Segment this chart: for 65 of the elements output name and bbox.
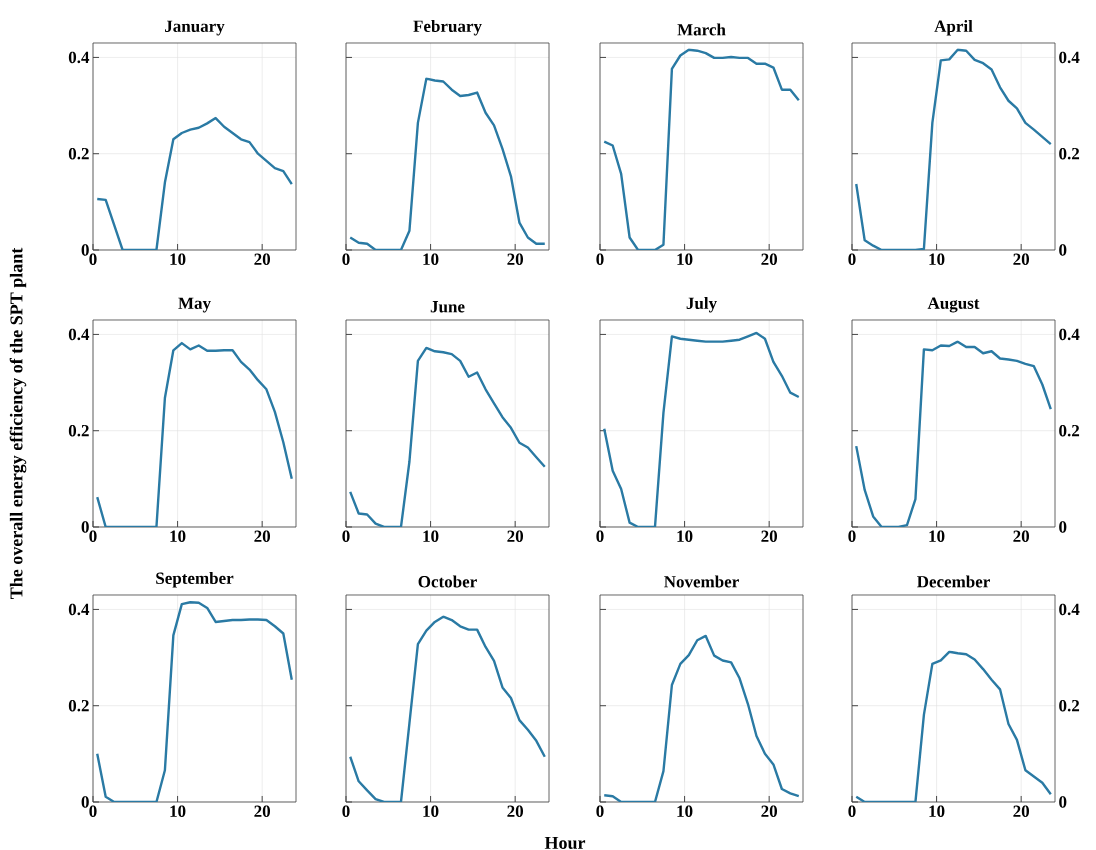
x-tick-label: 10 bbox=[423, 530, 439, 542]
x-tick-label: 20 bbox=[254, 253, 271, 265]
y-tick-label: 0.2 bbox=[68, 699, 89, 712]
x-tick-label: 20 bbox=[254, 805, 271, 817]
chart-title: June bbox=[430, 301, 465, 313]
y-tick-label: 0.2 bbox=[68, 424, 89, 437]
y-tick-label: 0.2 bbox=[1059, 699, 1080, 712]
x-tick-label: 10 bbox=[423, 805, 439, 817]
x-tick-label: 0 bbox=[342, 805, 350, 817]
y-tick-label: 0.2 bbox=[1059, 424, 1080, 437]
chart-title: July bbox=[686, 296, 717, 313]
chart-title: March bbox=[677, 23, 726, 36]
x-tick-label: 0 bbox=[342, 253, 350, 265]
y-tick-label: 0 bbox=[81, 796, 89, 808]
x-tick-label: 0 bbox=[848, 253, 856, 265]
x-tick-label: 0 bbox=[848, 805, 856, 817]
x-tick-label: 10 bbox=[170, 530, 186, 542]
x-tick-label: 0 bbox=[848, 530, 856, 542]
chart-title: January bbox=[165, 20, 225, 36]
x-tick-label: 20 bbox=[507, 530, 524, 542]
y-tick-label: 0.4 bbox=[1059, 603, 1080, 616]
y-tick-label: 0 bbox=[1059, 244, 1067, 256]
y-tick-label: 0.2 bbox=[1059, 147, 1080, 160]
x-tick-label: 20 bbox=[761, 530, 778, 542]
x-tick-label: 10 bbox=[423, 253, 439, 265]
chart-title: November bbox=[664, 575, 739, 588]
x-tick-label: 20 bbox=[507, 805, 524, 817]
chart-title: May bbox=[178, 297, 211, 313]
x-tick-label: 20 bbox=[761, 805, 778, 817]
chart-title: April bbox=[934, 20, 973, 36]
chart-title: August bbox=[927, 297, 980, 313]
y-tick-label: 0.4 bbox=[1059, 328, 1080, 341]
x-tick-label: 10 bbox=[929, 253, 945, 265]
x-tick-label: 10 bbox=[929, 530, 945, 542]
x-tick-label: 0 bbox=[596, 530, 604, 542]
y-tick-label: 0 bbox=[81, 521, 89, 533]
x-tick-label: 20 bbox=[254, 530, 271, 542]
x-tick-label: 20 bbox=[761, 253, 778, 265]
y-tick-label: 0 bbox=[1059, 521, 1067, 533]
y-axis-title: The overall energy efficiency of the SPT plant bbox=[9, 247, 27, 599]
x-tick-label: 20 bbox=[1013, 253, 1030, 265]
x-tick-label: 0 bbox=[596, 253, 604, 265]
chart-title: December bbox=[916, 575, 990, 588]
chart-title: February bbox=[413, 19, 482, 36]
y-tick-label: 0 bbox=[81, 244, 89, 256]
x-tick-label: 10 bbox=[170, 805, 186, 817]
y-tick-label: 0.2 bbox=[68, 147, 89, 160]
x-tick-label: 10 bbox=[929, 805, 945, 817]
chart-title: September bbox=[156, 572, 234, 588]
x-tick-label: 20 bbox=[1013, 530, 1030, 542]
x-tick-label: 10 bbox=[677, 530, 693, 542]
x-tick-label: 20 bbox=[507, 253, 524, 265]
y-tick-label: 0.4 bbox=[68, 328, 90, 341]
chart-title: October bbox=[418, 575, 477, 588]
y-tick-label: 0.4 bbox=[68, 51, 90, 64]
y-tick-label: 0.4 bbox=[68, 603, 90, 616]
x-tick-label: 0 bbox=[342, 530, 350, 542]
y-tick-label: 0 bbox=[1059, 796, 1067, 808]
y-tick-label: 0.4 bbox=[1059, 51, 1080, 64]
x-axis-title: Hour bbox=[544, 836, 586, 849]
x-tick-label: 10 bbox=[677, 805, 693, 817]
x-tick-label: 20 bbox=[1013, 805, 1030, 817]
x-tick-label: 10 bbox=[677, 253, 693, 265]
x-tick-label: 10 bbox=[170, 253, 186, 265]
x-tick-label: 0 bbox=[596, 805, 604, 817]
